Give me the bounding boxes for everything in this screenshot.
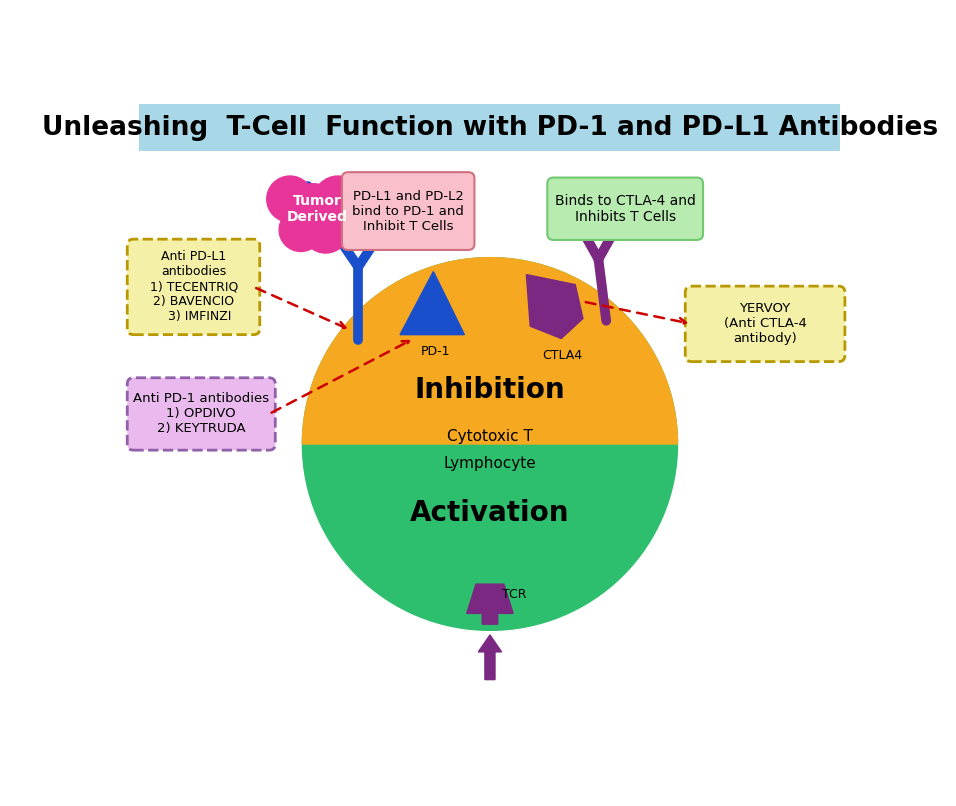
Wedge shape xyxy=(302,258,678,444)
Circle shape xyxy=(302,258,678,630)
Text: Anti PD-1 antibodies
1) OPDIVO
2) KEYTRUDA: Anti PD-1 antibodies 1) OPDIVO 2) KEYTRU… xyxy=(133,393,270,435)
Text: TCR: TCR xyxy=(503,588,527,601)
Text: Activation: Activation xyxy=(410,499,570,527)
Text: PD-1: PD-1 xyxy=(421,345,450,358)
FancyArrow shape xyxy=(478,635,502,679)
FancyBboxPatch shape xyxy=(139,104,840,152)
Polygon shape xyxy=(400,272,465,334)
FancyBboxPatch shape xyxy=(127,239,260,334)
Circle shape xyxy=(314,176,363,226)
Circle shape xyxy=(302,207,349,253)
Text: Tumor
Derived: Tumor Derived xyxy=(287,194,348,224)
Polygon shape xyxy=(527,275,583,339)
Text: Lymphocyte: Lymphocyte xyxy=(444,455,536,471)
FancyBboxPatch shape xyxy=(685,286,845,362)
Text: Inhibition: Inhibition xyxy=(415,376,565,404)
Text: PD-L1 and PD-L2
bind to PD-1 and
Inhibit T Cells: PD-L1 and PD-L2 bind to PD-1 and Inhibit… xyxy=(352,189,464,233)
FancyBboxPatch shape xyxy=(127,378,275,450)
Text: Anti PD-L1
antibodies
1) TECENTRIQ
2) BAVENCIO
   3) IMFINZI: Anti PD-L1 antibodies 1) TECENTRIQ 2) BA… xyxy=(150,251,238,323)
Circle shape xyxy=(267,176,314,222)
Text: YERVOY
(Anti CTLA-4
antibody): YERVOY (Anti CTLA-4 antibody) xyxy=(724,302,807,345)
Circle shape xyxy=(331,198,370,237)
Text: Binds to CTLA-4 and
Inhibits T Cells: Binds to CTLA-4 and Inhibits T Cells xyxy=(554,193,696,224)
Circle shape xyxy=(279,209,322,251)
Polygon shape xyxy=(467,584,513,624)
FancyBboxPatch shape xyxy=(342,172,474,250)
Text: Unleashing  T-Cell  Function with PD-1 and PD-L1 Antibodies: Unleashing T-Cell Function with PD-1 and… xyxy=(42,114,938,140)
Text: Cytotoxic T: Cytotoxic T xyxy=(447,429,532,444)
FancyBboxPatch shape xyxy=(547,177,703,240)
Text: CTLA4: CTLA4 xyxy=(543,349,583,362)
Circle shape xyxy=(284,184,342,243)
